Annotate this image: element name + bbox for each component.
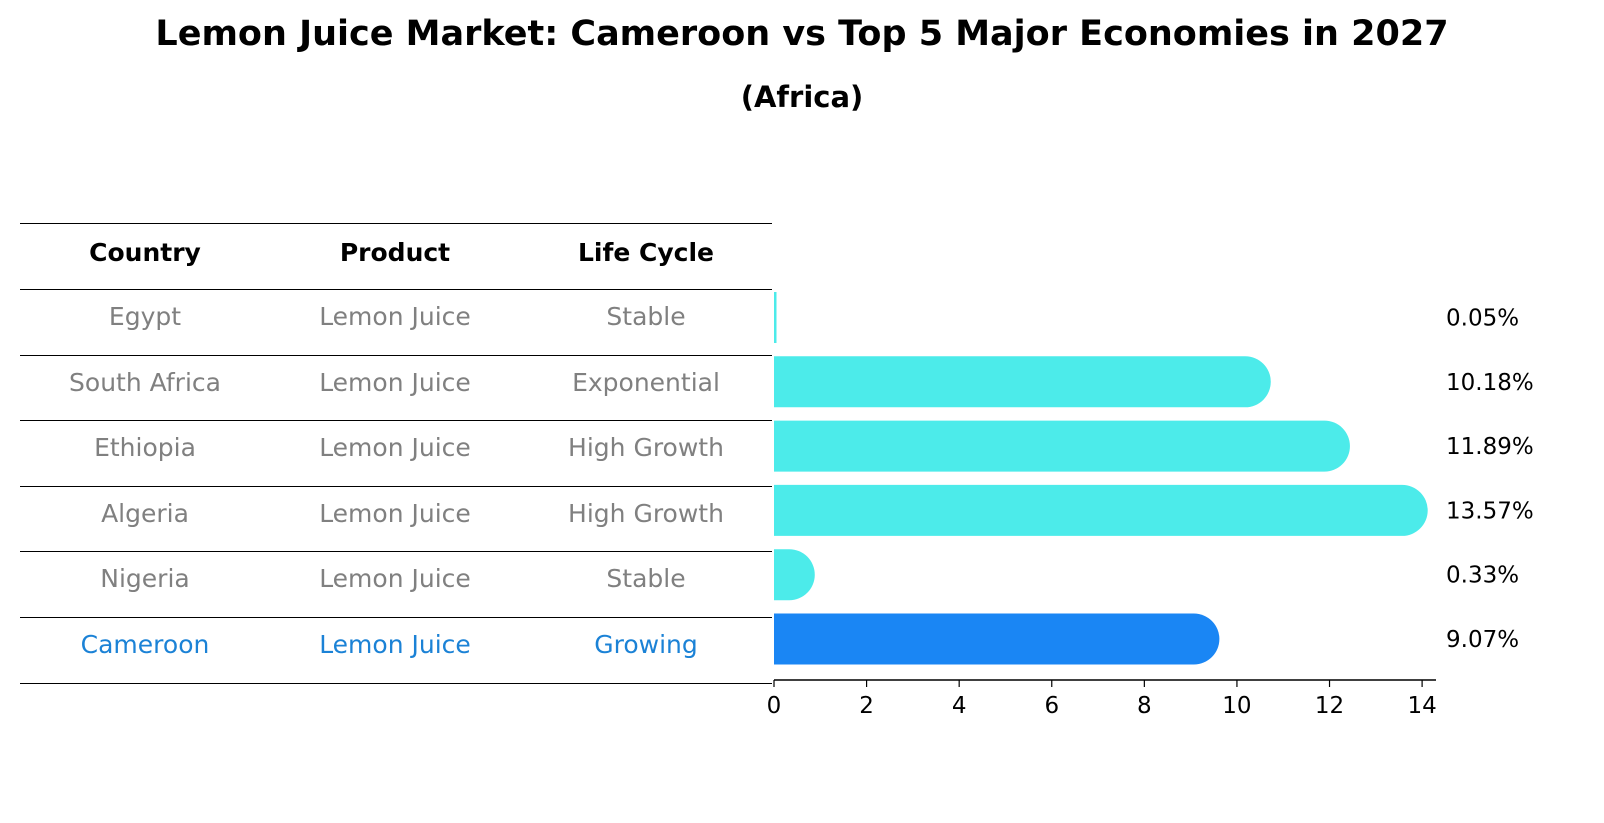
bar-ethiopia [774, 420, 1350, 472]
header-country: Country [89, 238, 201, 267]
x-tick-label-12: 12 [1315, 693, 1344, 719]
bar-egypt [774, 292, 777, 343]
x-tick-label-6: 6 [1044, 693, 1059, 719]
row-nigeria-life-cycle: Stable [606, 564, 686, 593]
header-life-cycle: Life Cycle [577, 238, 715, 267]
row-nigeria-country: Nigeria [100, 564, 190, 593]
bar-algeria [774, 484, 1428, 536]
table-rule [20, 355, 772, 356]
x-tick-label-10: 10 [1222, 693, 1251, 719]
value-label-south-africa: 10.18% [1446, 370, 1534, 396]
row-ethiopia-country: Ethiopia [94, 433, 196, 462]
table-rule [20, 617, 772, 618]
x-tick-label-0: 0 [767, 693, 782, 719]
row-cameroon-life-cycle: Growing [594, 630, 698, 659]
bar-nigeria [774, 549, 815, 601]
value-label-ethiopia: 11.89% [1446, 434, 1534, 460]
table-rule [20, 289, 772, 290]
row-egypt-life-cycle: Stable [606, 302, 686, 331]
row-south-africa-life-cycle: Exponential [572, 368, 720, 397]
table-rule [20, 551, 772, 552]
value-label-algeria: 13.57% [1446, 498, 1534, 524]
row-south-africa-product: Lemon Juice [319, 368, 471, 397]
x-tick-label-14: 14 [1407, 693, 1436, 719]
row-algeria-product: Lemon Juice [319, 499, 471, 528]
row-algeria-country: Algeria [101, 499, 189, 528]
bar-south-africa [774, 356, 1271, 408]
value-label-cameroon: 9.07% [1446, 627, 1519, 653]
table-rule [20, 486, 772, 487]
row-ethiopia-life-cycle: High Growth [568, 433, 724, 462]
bar-cameroon [774, 613, 1220, 665]
x-tick-label-4: 4 [952, 693, 967, 719]
row-nigeria-product: Lemon Juice [319, 564, 471, 593]
value-label-nigeria: 0.33% [1446, 563, 1519, 589]
table-rule [20, 420, 772, 421]
row-ethiopia-product: Lemon Juice [319, 433, 471, 462]
row-cameroon-product: Lemon Juice [319, 630, 471, 659]
table-rule [20, 683, 772, 684]
chart-title: Lemon Juice Market: Cameroon vs Top 5 Ma… [155, 14, 1449, 54]
row-egypt-country: Egypt [108, 302, 182, 331]
x-tick-label-2: 2 [859, 693, 874, 719]
row-cameroon-country: Cameroon [80, 630, 210, 659]
header-product: Product [339, 238, 451, 267]
row-algeria-life-cycle: High Growth [568, 499, 724, 528]
x-tick-label-8: 8 [1137, 693, 1152, 719]
table-rule [20, 223, 772, 224]
row-egypt-product: Lemon Juice [319, 302, 471, 331]
row-south-africa-country: South Africa [69, 368, 221, 397]
chart-subtitle: (Africa) [740, 80, 864, 114]
value-label-egypt: 0.05% [1446, 306, 1519, 332]
